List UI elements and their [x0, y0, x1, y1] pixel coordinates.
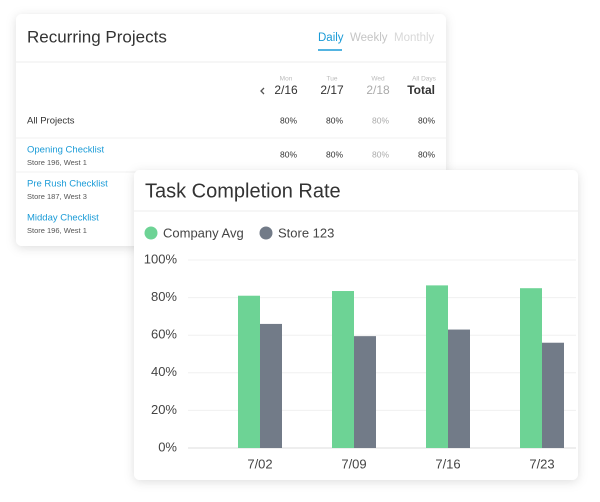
cell: 80% — [326, 115, 343, 125]
bar — [354, 336, 376, 448]
x-tick-label: 7/02 — [247, 456, 272, 471]
prev-arrow[interactable] — [260, 87, 265, 95]
legend-swatch — [259, 226, 273, 240]
legend-label: Store 123 — [278, 225, 334, 240]
card-title: Recurring Projects — [27, 27, 167, 46]
legend-label: Company Avg — [163, 225, 244, 240]
y-tick-label: 80% — [151, 289, 177, 304]
column-day: Mon — [280, 76, 293, 83]
x-tick-label: 7/16 — [435, 456, 460, 471]
column-date: 2/17 — [320, 83, 344, 97]
column-date: 2/18 — [366, 83, 390, 97]
x-tick-label: 7/23 — [529, 456, 554, 471]
bar — [542, 342, 564, 448]
bar — [260, 323, 282, 448]
column-date: 2/16 — [274, 83, 298, 97]
row-store: Store 196, West 1 — [27, 158, 87, 167]
tab[interactable]: Daily — [318, 32, 344, 44]
y-tick-label: 40% — [151, 364, 177, 379]
row-name[interactable]: Pre Rush Checklist — [27, 179, 108, 190]
row-name: All Projects — [27, 116, 75, 127]
row-store: Store 187, West 3 — [27, 192, 87, 201]
bar — [332, 291, 354, 448]
tab[interactable]: Monthly — [394, 32, 435, 44]
row-name[interactable]: Opening Checklist — [27, 145, 104, 156]
cell: 80% — [280, 149, 297, 159]
bar — [520, 288, 542, 448]
tab[interactable]: Weekly — [350, 32, 388, 44]
column-day: Wed — [371, 76, 385, 83]
cell: 80% — [418, 149, 435, 159]
row-name[interactable]: Midday Checklist — [27, 213, 99, 224]
chart-title: Task Completion Rate — [145, 180, 341, 202]
bar — [238, 295, 260, 448]
x-tick-label: 7/09 — [341, 456, 366, 471]
bar — [448, 329, 470, 448]
y-tick-label: 20% — [151, 402, 177, 417]
y-tick-label: 100% — [144, 251, 178, 266]
legend-swatch — [144, 226, 158, 240]
bar — [426, 285, 448, 448]
cell: 80% — [418, 115, 435, 125]
y-tick-label: 60% — [151, 327, 177, 342]
row-store: Store 196, West 1 — [27, 226, 87, 235]
cell: 80% — [372, 149, 389, 159]
column-date: Total — [407, 83, 435, 97]
cell: 80% — [372, 115, 389, 125]
column-day: All Days — [412, 76, 437, 83]
cell: 80% — [326, 149, 343, 159]
cell: 80% — [280, 115, 297, 125]
y-tick-label: 0% — [158, 439, 177, 454]
column-day: Tue — [327, 76, 338, 83]
